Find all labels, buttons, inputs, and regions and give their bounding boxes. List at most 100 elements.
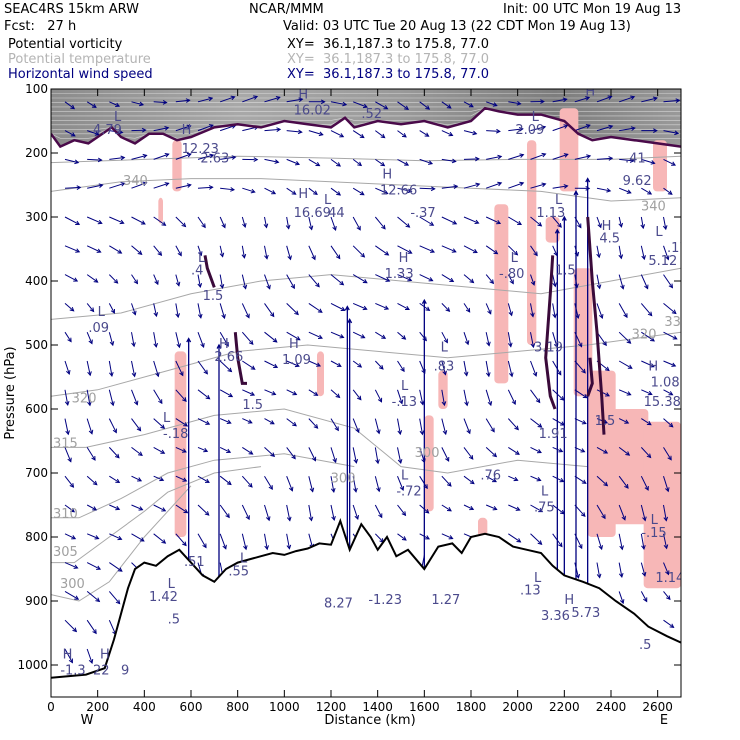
wind-vector <box>220 187 236 192</box>
wind-vector-shaft <box>441 274 454 282</box>
wind-vector <box>64 447 72 463</box>
wind-vector-head <box>640 224 646 230</box>
wind-vector-shaft <box>131 216 146 225</box>
wind-vector <box>330 476 336 493</box>
wind-vector-head <box>519 153 525 158</box>
wind-vector <box>441 184 459 189</box>
wind-vector <box>197 216 206 229</box>
wind-vector <box>485 475 497 483</box>
wind-vector-shaft <box>441 130 453 136</box>
wind-vector-head <box>603 449 609 454</box>
wind-vector-head <box>153 312 159 318</box>
wind-vector-head <box>385 277 391 282</box>
theta-label: 300 <box>415 446 440 461</box>
wind-vector-head <box>205 420 211 425</box>
wind-vector-shaft <box>463 418 471 434</box>
wind-vector-shaft <box>596 562 601 578</box>
storm-wind-vector <box>561 215 567 640</box>
pv-shaded-region <box>174 351 187 537</box>
wind-vector-head <box>624 419 630 424</box>
wind-vector <box>64 619 78 633</box>
hl-label: 1.09 <box>282 353 311 368</box>
wind-vector-shaft <box>264 96 280 103</box>
wind-vector-shaft <box>308 274 320 288</box>
wind-vector-shaft <box>485 360 490 377</box>
hl-label: L <box>114 110 122 125</box>
wind-vector-head <box>649 363 655 368</box>
wind-vector-shaft <box>596 157 613 160</box>
wind-vector-shaft <box>596 475 608 487</box>
wind-vector-head <box>497 154 503 160</box>
wind-vector <box>530 303 535 318</box>
wind-vector-shaft <box>219 303 226 319</box>
wind-vector-head <box>70 507 76 513</box>
wind-vector-shaft <box>374 418 380 434</box>
wind-vector-head <box>603 481 609 487</box>
wind-vector <box>175 98 191 103</box>
wind-vector <box>374 447 380 465</box>
wind-vector-head <box>339 133 345 138</box>
wind-vector-shaft <box>219 475 232 485</box>
wind-vector-shaft <box>86 303 95 312</box>
wind-vector <box>286 389 298 396</box>
wind-vector <box>640 216 646 230</box>
wind-vector-head <box>448 535 454 540</box>
wind-vector <box>530 182 547 189</box>
wind-vector <box>486 181 503 189</box>
wind-vector-head <box>175 281 181 287</box>
wind-vector-shaft <box>663 591 671 600</box>
hl-label: .13 <box>520 584 541 599</box>
wind-vector-shaft <box>64 447 72 462</box>
wind-vector-shaft <box>153 245 162 256</box>
wind-vector <box>574 389 588 399</box>
wind-vector-head <box>533 251 538 257</box>
wind-vector-shaft <box>64 245 80 253</box>
x-axis-label: Distance (km) <box>324 713 415 728</box>
wind-vector <box>153 446 166 454</box>
wind-vector-shaft <box>64 158 79 164</box>
wind-vector <box>108 389 115 407</box>
wind-vector <box>242 418 253 424</box>
wind-vector-head <box>110 308 115 314</box>
wind-vector-head <box>164 182 170 187</box>
wind-vector <box>352 274 368 284</box>
wind-vector-head <box>492 102 498 107</box>
hl-label: 1.5 <box>203 289 224 304</box>
wind-vector-head <box>158 399 163 405</box>
wind-vector-shaft <box>352 331 365 339</box>
wind-vector-shaft <box>131 360 136 377</box>
wind-vector <box>64 418 70 436</box>
wind-vector <box>86 389 92 407</box>
wind-vector-head <box>425 306 431 312</box>
wind-vector <box>108 303 115 314</box>
hl-label: -.15 <box>641 526 666 541</box>
wind-vector-shaft <box>241 504 250 520</box>
wind-vector <box>463 360 469 377</box>
wind-vector-head <box>182 477 188 482</box>
wind-vector-head <box>153 342 159 348</box>
wind-vector-head <box>120 155 126 161</box>
wind-vector-head <box>133 279 139 285</box>
wind-vector <box>308 418 319 429</box>
wind-vector <box>308 389 319 396</box>
wind-vector-shaft <box>197 274 201 288</box>
wind-vector-shaft <box>64 331 72 342</box>
wind-vector-head <box>464 340 470 346</box>
wind-vector-head <box>585 177 591 183</box>
wind-vector-shaft <box>286 216 290 229</box>
wind-vector-head <box>182 541 187 547</box>
wind-vector <box>463 332 470 346</box>
wind-vector-head <box>69 306 75 312</box>
wind-vector-head <box>489 279 495 285</box>
wind-vector <box>109 533 123 541</box>
wind-vector <box>131 418 142 432</box>
pv-contour <box>586 216 606 435</box>
wind-vector-shaft <box>264 389 276 395</box>
wind-vector-head <box>339 334 345 339</box>
wind-vector-head <box>231 155 237 160</box>
wind-vector <box>330 216 337 232</box>
wind-vector-shaft <box>153 182 169 189</box>
wind-vector <box>419 186 436 192</box>
wind-vector <box>574 124 591 132</box>
theta-label: 330 <box>664 315 689 330</box>
